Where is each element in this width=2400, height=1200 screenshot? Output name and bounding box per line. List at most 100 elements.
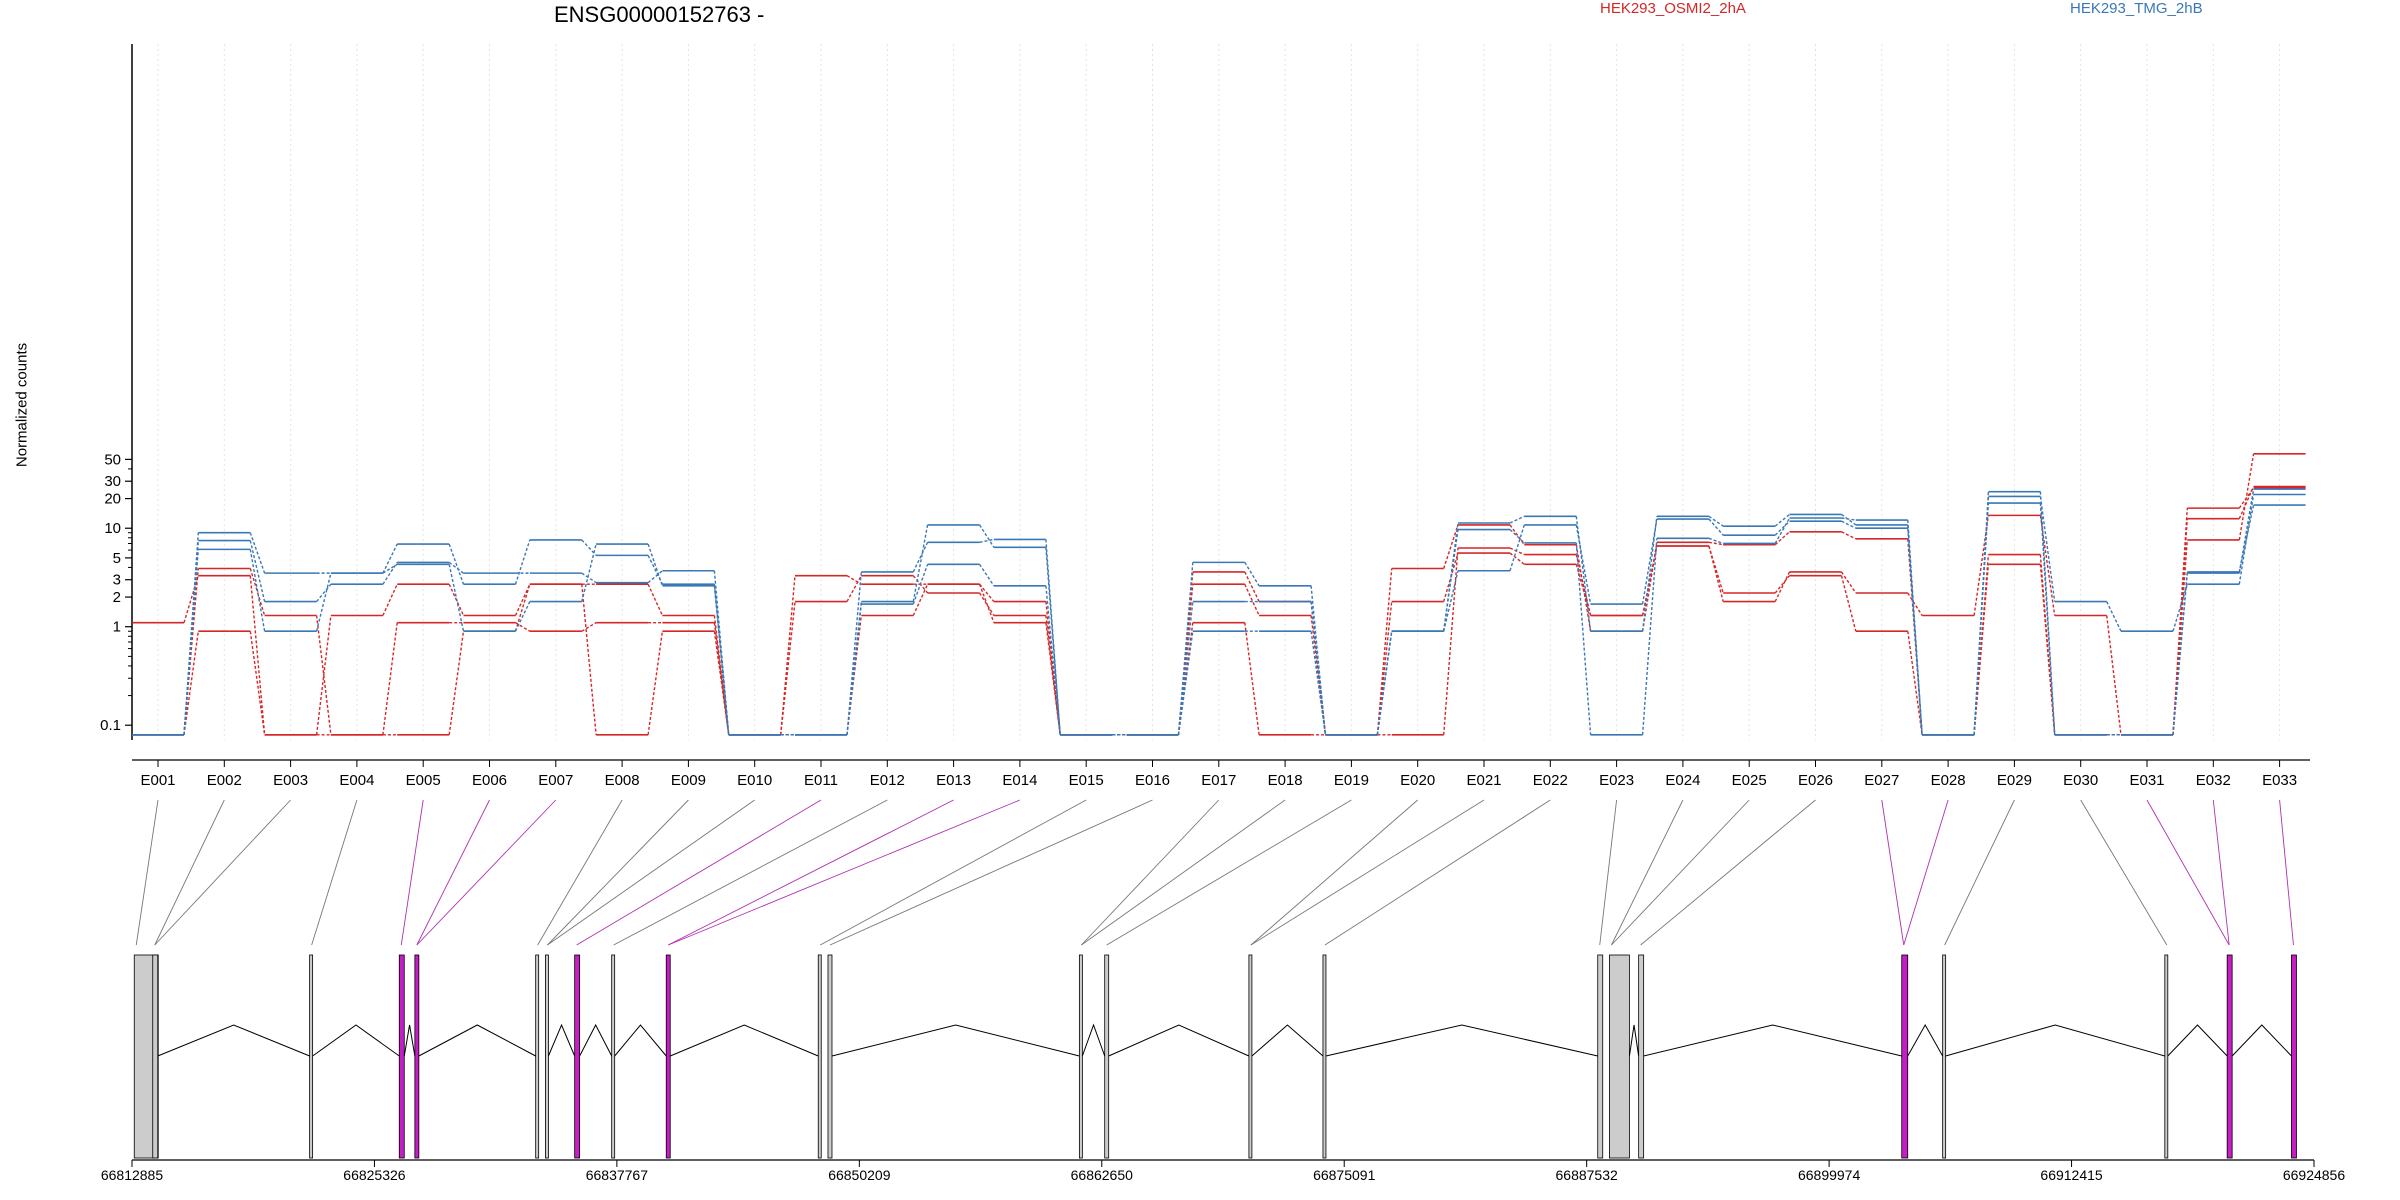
series-connector [1708, 518, 1724, 536]
genomic-tick-label: 66875091 [1313, 1167, 1376, 1183]
series-connector [1708, 537, 1724, 545]
series-connector [382, 622, 398, 735]
exon-mapping-line [668, 799, 1021, 946]
exon-mapping-line [1324, 799, 1551, 946]
series-connector [315, 572, 332, 632]
x-tick-label: E005 [406, 772, 441, 789]
series-connector [912, 541, 929, 573]
series-connector [1641, 518, 1658, 605]
exon-mapping-line [1881, 799, 1905, 946]
x-tick-label: E030 [2063, 772, 2098, 789]
intron-line [831, 1024, 1080, 1057]
x-tick-label: E018 [1268, 772, 1303, 789]
x-tick-label: E027 [1864, 772, 1899, 789]
series-connector [1509, 552, 1525, 565]
series-connector [1774, 513, 1790, 527]
series-connector [2106, 615, 2122, 735]
intron-line [1251, 1024, 1324, 1057]
exon-mapping-line [1106, 799, 1352, 946]
x-tick-label: E004 [339, 772, 374, 789]
y-tick-label: 5 [113, 550, 121, 567]
series-connector [1376, 568, 1393, 735]
series-connector [581, 622, 597, 632]
series-connector [1840, 575, 1857, 632]
series-connector [1907, 520, 1923, 735]
series-connector [1841, 531, 1857, 540]
exon-mapping-line [1250, 799, 1418, 946]
series-connector [514, 583, 531, 616]
x-tick-label: E019 [1334, 772, 1369, 789]
series-connector [448, 561, 464, 574]
series-connector [1973, 515, 1990, 616]
exon-mapping-line [416, 799, 557, 946]
x-tick-label: E029 [1997, 772, 2032, 789]
exon-mapping-line [547, 799, 755, 946]
series-connector [1774, 520, 1790, 536]
series-connector [249, 532, 266, 574]
series-connector [2172, 539, 2188, 735]
exon-box [1248, 954, 1253, 1159]
x-tick-label: E008 [605, 772, 640, 789]
genomic-tick-label: 66912415 [2040, 1167, 2103, 1183]
series-connector [846, 571, 862, 735]
series-connector [647, 570, 663, 584]
exon-mapping-line [576, 799, 822, 946]
x-tick-label: E009 [671, 772, 706, 789]
intron-line [2231, 1024, 2292, 1057]
x-tick-label: E016 [1135, 772, 1170, 789]
exon-mapping-line [1903, 799, 1949, 946]
series-connector [1575, 554, 1592, 616]
exon-box [1638, 954, 1645, 1159]
series-connector [912, 524, 929, 602]
intron-line [1108, 1024, 1250, 1057]
exon-mapping-line [1599, 799, 1618, 946]
series-connector [1575, 542, 1592, 735]
exon-mapping-line [820, 799, 1087, 946]
exon-mapping-line [400, 799, 424, 946]
series-connector [448, 631, 465, 735]
series-line [132, 502, 2306, 736]
x-tick-label: E012 [870, 772, 905, 789]
series-connector [1641, 516, 1658, 632]
intron-line [1907, 1023, 1944, 1057]
genomic-tick-label: 66812885 [101, 1167, 164, 1183]
series-connector [448, 564, 465, 632]
exon-box [827, 954, 833, 1159]
intron-line [1628, 1024, 1640, 1057]
series-connector [1443, 570, 1459, 632]
series-connector [2172, 508, 2188, 735]
legend-entry-osmi2: HEK293_OSMI2_2hA [1600, 0, 1746, 17]
x-tick-label: E002 [207, 772, 242, 789]
intron-line [2167, 1024, 2228, 1057]
intron-line [1325, 1024, 1598, 1057]
series-connector [382, 543, 398, 574]
exon-box [1609, 954, 1630, 1159]
series-connector [1708, 515, 1724, 527]
series-connector [713, 622, 730, 735]
exon-mapping-line [154, 799, 291, 946]
series-connector [1509, 524, 1525, 571]
series-connector [1973, 503, 1990, 735]
series-connector [1244, 562, 1260, 587]
series-connector [448, 543, 465, 585]
x-tick-label: E006 [472, 772, 507, 789]
series-connector [780, 575, 796, 735]
series-connector [2238, 453, 2255, 541]
series-connector [1244, 571, 1260, 602]
series-connector [1443, 522, 1459, 632]
intron-line [1081, 1023, 1106, 1057]
series-connector [249, 575, 266, 735]
exon-mapping-line [1081, 799, 1286, 946]
x-tick-label: E014 [1002, 772, 1037, 789]
exon-mapping-line [668, 799, 954, 946]
series-connector [1907, 592, 1923, 616]
exon-mapping-line [2279, 799, 2294, 946]
series-connector [1575, 516, 1592, 632]
exon-box [2164, 954, 2169, 1159]
intron-line [614, 1024, 667, 1057]
genomic-tick-label: 66887532 [1556, 1167, 1619, 1183]
exon-mapping-line [1640, 799, 1816, 946]
series-connector [979, 538, 995, 543]
exon-mapping-line [2080, 799, 2168, 946]
intron-line [1643, 1024, 1902, 1057]
